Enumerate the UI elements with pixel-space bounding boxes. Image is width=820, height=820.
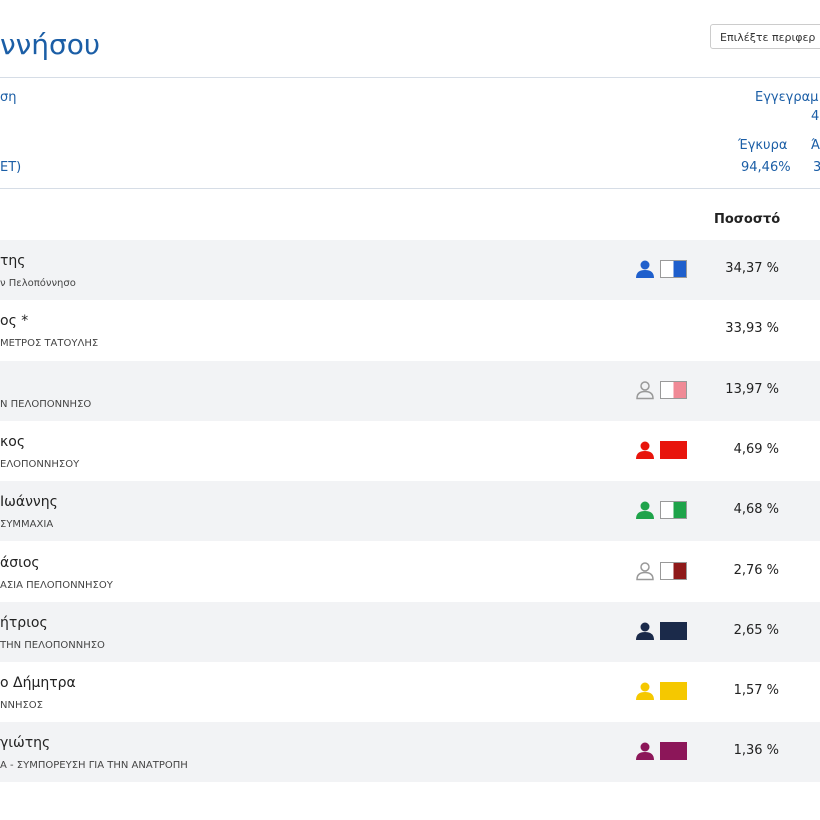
result-row: Ν ΠΕΛΟΠΟΝΝΗΣΟ 13,97 % xyxy=(0,360,820,421)
info-label: ΕΤ) xyxy=(0,160,22,175)
valid-value: 94,46% xyxy=(741,160,791,175)
result-row: ο Δήμητρα ΝΝΗΣΟΣ 1,57 % xyxy=(0,662,820,722)
divider xyxy=(0,77,820,78)
icon xyxy=(636,742,654,761)
percentage: 13,97 % xyxy=(725,381,779,397)
registered-value: 4 xyxy=(811,109,820,124)
party-color xyxy=(660,260,687,278)
other-label: Ά xyxy=(811,138,820,153)
party-color xyxy=(660,682,687,701)
candidate-name: της xyxy=(0,253,26,269)
result-row: ήτριος ΤΗΝ ΠΕΛΟΠΟΝΝΗΣΟ 2,65 % xyxy=(0,601,820,662)
icon xyxy=(636,260,654,278)
result-row: γιώτης Α - ΣΥΜΠΟΡΕΥΣΗ ΓΙΑ ΤΗΝ ΑΝΑΤΡΟΠΗ 1,3… xyxy=(0,722,820,783)
percentage: 34,37 % xyxy=(725,261,779,276)
info-label: ση xyxy=(0,90,17,105)
icon xyxy=(636,501,654,520)
person-icon xyxy=(635,561,655,585)
party-name: ν Πελοπόννησο xyxy=(0,278,76,289)
result-row: ος * ΜΕΤΡΟΣ ΤΑΤΟΥΛΗΣ 33,93 % xyxy=(0,300,820,360)
result-row: κος ΕΛΟΠΟΝΝΗΣΟΥ 4,69 % xyxy=(0,421,820,481)
candidate-name: κος xyxy=(0,433,26,450)
region-select[interactable]: Επιλέξτε περιφερ xyxy=(710,24,820,49)
icon xyxy=(636,441,654,459)
icon xyxy=(636,561,654,580)
party-name: ΝΝΗΣΟΣ xyxy=(0,700,43,712)
icon xyxy=(636,682,654,701)
percentage: 4,69 % xyxy=(733,441,779,457)
percentage: 4,68 % xyxy=(733,502,779,518)
candidate-name: ος * xyxy=(0,313,29,330)
percentage: 2,65 % xyxy=(733,622,779,638)
result-row: της ν Πελοπόννησο 34,37 % xyxy=(0,240,820,300)
party-color xyxy=(660,440,687,459)
percentage: 1,57 % xyxy=(733,683,779,699)
candidate-name: Ιωάννης xyxy=(0,494,58,511)
party-color xyxy=(660,621,687,640)
party-color xyxy=(660,501,687,520)
party-name: Α - ΣΥΜΠΟΡΕΥΣΗ ΓΙΑ ΤΗΝ ΑΝΑΤΡΟΠΗ xyxy=(0,760,188,772)
valid-label: Έγκυρα xyxy=(738,138,788,153)
person-icon xyxy=(635,440,655,464)
result-row: άσιος ΑΣΙΑ ΠΕΛΟΠΟΝΝΗΣΟΥ 2,76 % xyxy=(0,542,820,602)
party-color xyxy=(660,561,687,580)
person-icon xyxy=(635,380,655,404)
party-name: ΑΣΙΑ ΠΕΛΟΠΟΝΝΗΣΟΥ xyxy=(0,579,113,591)
person-icon xyxy=(635,500,655,524)
title: ννήσου xyxy=(0,28,101,61)
party-name: ΤΗΝ ΠΕΛΟΠΟΝΝΗΣΟ xyxy=(0,639,105,651)
percentage: 1,36 % xyxy=(733,743,779,759)
person-icon xyxy=(635,621,655,645)
column-header: Ποσοστό xyxy=(714,212,781,227)
party-name: ΜΕΤΡΟΣ ΤΑΤΟΥΛΗΣ xyxy=(0,338,99,350)
person-icon xyxy=(635,259,655,283)
candidate-name: ο Δήμητρα xyxy=(0,675,76,692)
party-color xyxy=(660,380,687,399)
candidate-name: γιώτης xyxy=(0,735,51,752)
party-name: ΕΛΟΠΟΝΝΗΣΟΥ xyxy=(0,458,80,470)
person-icon xyxy=(635,681,655,705)
candidate-name: ήτριος xyxy=(0,614,48,631)
party-name: Ν ΠΕΛΟΠΟΝΝΗΣΟ xyxy=(0,398,92,410)
registered-label: Εγγεγραμ xyxy=(755,90,819,105)
party-color xyxy=(660,742,687,761)
result-row: Ιωάννης ΣΥΜΜΑΧΙΑ 4,68 % xyxy=(0,481,820,542)
icon xyxy=(636,380,654,399)
divider xyxy=(0,188,820,189)
percentage: 2,76 % xyxy=(733,562,779,578)
other-value: 3 xyxy=(813,160,820,175)
candidate-name: άσιος xyxy=(0,554,40,571)
party-name: ΣΥΜΜΑΧΙΑ xyxy=(0,519,54,531)
percentage: 33,93 % xyxy=(725,321,779,337)
person-icon xyxy=(635,741,655,765)
icon xyxy=(636,622,654,640)
